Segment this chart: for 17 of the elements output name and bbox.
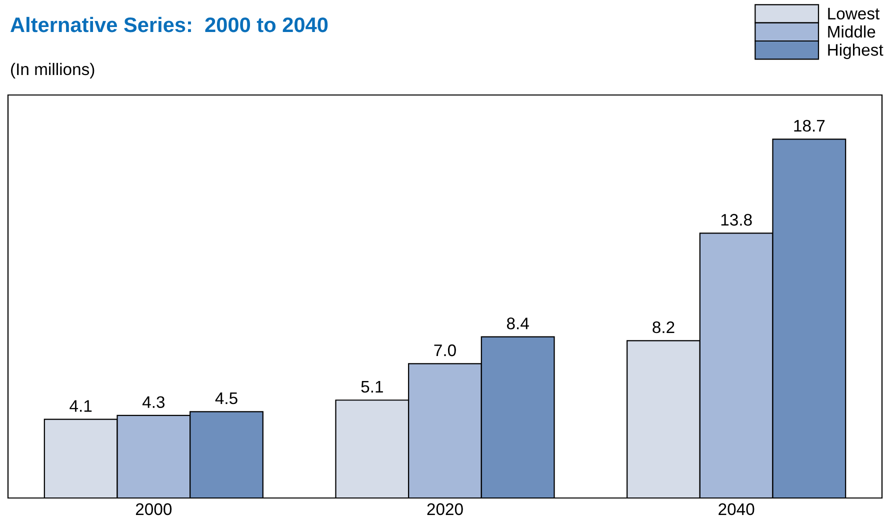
- data-label: 8.4: [506, 318, 529, 330]
- data-label: 8.2: [652, 321, 674, 334]
- data-label: 4.3: [142, 396, 165, 408]
- data-label: 13.8: [721, 214, 752, 226]
- data-label: 4.5: [215, 392, 238, 404]
- x-tick-label: 2000: [136, 503, 172, 516]
- legend-label: Lowest: [828, 8, 880, 20]
- data-label: 4.1: [70, 400, 92, 412]
- x-tick-label: 2020: [427, 503, 463, 516]
- x-tick-label: 2040: [718, 503, 754, 516]
- data-label: 18.7: [794, 120, 825, 132]
- chart-subtitle: (In millions): [11, 62, 94, 78]
- data-label: 5.1: [361, 381, 383, 393]
- chart-title: Alternative Series: 2000 to 2040: [10, 16, 328, 32]
- legend-label: Highest: [828, 44, 884, 60]
- legend-label: Middle: [828, 25, 876, 38]
- data-label: 7.0: [434, 344, 456, 356]
